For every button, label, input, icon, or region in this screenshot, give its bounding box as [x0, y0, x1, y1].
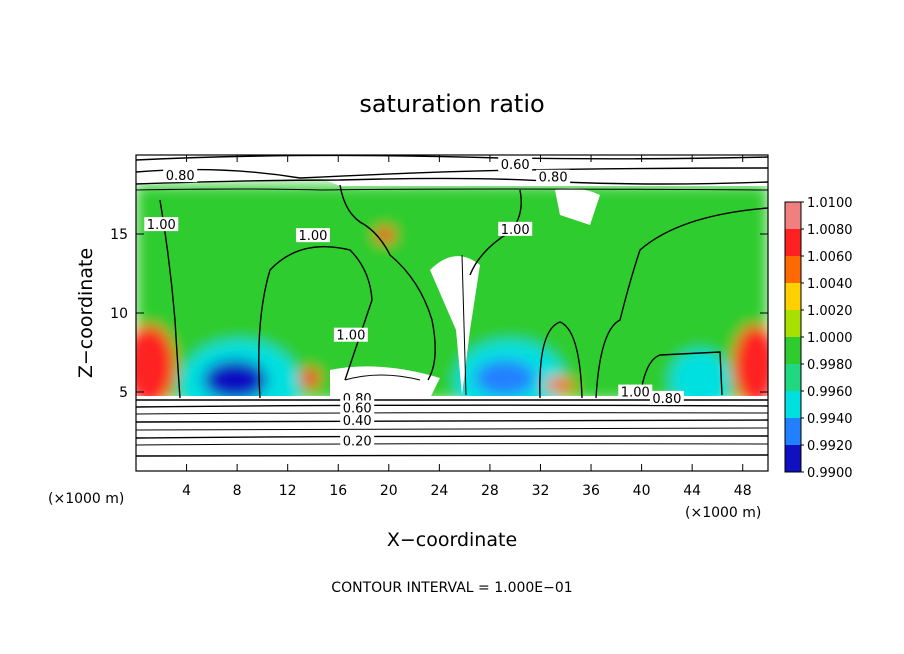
contour-label-bg	[163, 168, 198, 183]
x-tick-label: 12	[279, 483, 297, 499]
colorbar-level-label: 0.9900	[807, 466, 853, 481]
x-tick-label: 24	[430, 483, 448, 499]
colorbar: 1.0100 1.0080 1.0060 1.0040 1.0020 1.0000 0.99…	[784, 196, 853, 481]
contour-label-bg	[536, 169, 571, 184]
colorbar-level-label: 0.9960	[807, 385, 853, 400]
contour-label-bg	[649, 390, 684, 405]
x-tick-label: 8	[233, 483, 242, 499]
contour-label: 0.20	[343, 435, 372, 450]
colorbar-level-label: 1.0040	[807, 277, 853, 292]
y-axis-ticks: 5 10 15	[110, 227, 768, 401]
contour-label: 1.00	[621, 386, 650, 401]
contour-label-bg	[340, 433, 375, 448]
colorbar-swatch	[785, 364, 801, 391]
x-tick-label: 4	[182, 483, 191, 499]
contour-label: 0.80	[166, 169, 195, 184]
contour-label-bg	[618, 384, 653, 399]
colorbar-swatch	[785, 391, 801, 418]
contour-label: 0.60	[343, 401, 372, 416]
colorbar-swatch	[785, 256, 801, 283]
colorbar-level-label: 0.9940	[807, 412, 853, 427]
contour-label: 0.80	[539, 171, 568, 186]
x-unit-label-left: (×1000 m)	[48, 491, 124, 507]
x-axis-label: X−coordinate	[387, 529, 517, 551]
contour-label-bg	[333, 327, 368, 342]
x-tick-label: 40	[633, 483, 651, 499]
saturation-field	[136, 155, 768, 471]
contour-label: 1.00	[501, 223, 530, 238]
x-tick-label: 28	[481, 483, 499, 499]
y-tick-label: 10	[110, 306, 128, 322]
colorbar-swatch	[785, 337, 801, 364]
contour-label: 0.80	[652, 392, 681, 407]
colorbar-swatch	[785, 418, 801, 445]
colorbar-level-label: 1.0080	[807, 223, 853, 238]
colorbar-level-label: 1.0000	[807, 331, 853, 346]
y-tick-label: 5	[119, 385, 128, 401]
y-tick-label: 15	[110, 227, 128, 243]
contour-label-bg	[498, 221, 533, 236]
x-tick-label: 44	[683, 483, 701, 499]
x-tick-label: 36	[582, 483, 600, 499]
contour-label: 0.60	[501, 158, 530, 173]
x-tick-label: 16	[329, 483, 347, 499]
x-tick-label: 20	[380, 483, 398, 499]
colorbar-level-label: 0.9920	[807, 439, 853, 454]
colorbar-level-label: 1.0020	[807, 304, 853, 319]
colorbar-swatch	[785, 229, 801, 256]
contour-interval-note: CONTOUR INTERVAL = 1.000E−01	[331, 580, 572, 596]
colorbar-swatch	[785, 202, 801, 229]
contour-label-bg	[340, 400, 375, 415]
x-unit-label-right: (×1000 m)	[685, 505, 761, 521]
colorbar-swatch	[785, 310, 801, 337]
colorbar-level-label: 1.0100	[807, 196, 853, 211]
contour-label-bg	[498, 157, 533, 172]
x-tick-label: 48	[734, 483, 752, 499]
colorbar-swatch	[785, 283, 801, 310]
contour-label: 0.40	[343, 414, 372, 429]
contour-label: 1.00	[147, 218, 176, 233]
contour-label: 1.00	[298, 229, 327, 244]
y-axis-label: Z−coordinate	[75, 248, 97, 378]
contour-label-bg	[340, 413, 375, 428]
x-axis-ticks: 4 8 12 16 20 24 28 32 36 40 44 48	[182, 155, 752, 499]
chart-title: saturation ratio	[359, 90, 544, 118]
colorbar-swatch	[785, 445, 801, 472]
contour-labels: 0.600.80 0.801.001.00 1.001.000.800.600.40…	[144, 157, 684, 450]
x-tick-label: 32	[532, 483, 550, 499]
contour-label: 1.00	[336, 329, 365, 344]
contour-label-bg	[144, 217, 179, 232]
colorbar-level-label: 1.0060	[807, 250, 853, 265]
contour-label-bg	[295, 228, 330, 243]
colorbar-level-label: 0.9980	[807, 358, 853, 373]
